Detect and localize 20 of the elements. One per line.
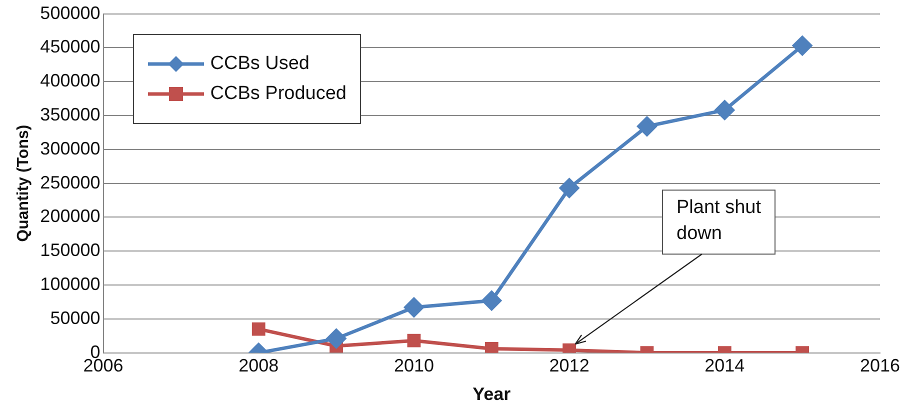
legend-label: CCBs Produced: [210, 82, 346, 105]
y-axis-title: Quantity (Tons): [15, 124, 32, 242]
y-tick-label: 300000: [40, 138, 100, 158]
y-tick-label: 150000: [40, 240, 100, 260]
y-tick-label: 250000: [40, 172, 100, 192]
y-tick-label: 450000: [40, 36, 100, 57]
y-tick-label: 500000: [40, 2, 100, 23]
x-tick-label: 2014: [704, 356, 745, 376]
x-tick-label: 2012: [549, 356, 590, 376]
annotation: Plant shut down: [676, 196, 762, 244]
y-tick-label: 50000: [50, 308, 100, 328]
y-tick-label: 200000: [40, 206, 100, 226]
x-tick-label: 2010: [394, 356, 434, 376]
legend-label: CCBs Used: [210, 52, 310, 75]
y-tick-label: 100000: [40, 274, 100, 294]
y-tick-label: 350000: [40, 104, 100, 124]
x-axis-title: Year: [472, 384, 511, 404]
y-tick-label: 400000: [40, 70, 100, 91]
x-tick-label: 2008: [238, 356, 279, 376]
x-tick-label: 2016: [860, 356, 900, 376]
